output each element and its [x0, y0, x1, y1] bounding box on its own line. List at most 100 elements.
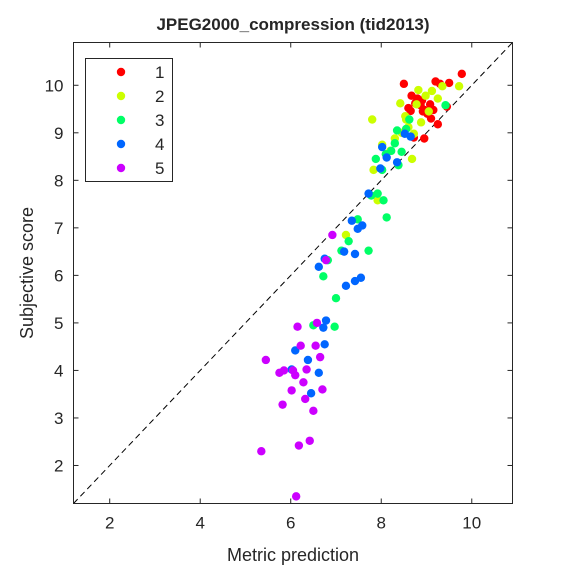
data-point-series-3: [441, 101, 450, 110]
data-point-series-5: [291, 370, 300, 380]
data-point-series-5: [294, 441, 304, 450]
legend-label: 5: [155, 159, 164, 178]
legend-marker: [116, 91, 126, 101]
legend-label: 4: [155, 135, 164, 154]
data-points-layer: [257, 69, 467, 501]
data-point-series-1: [399, 79, 409, 89]
reference-line-layer: [73, 42, 513, 504]
data-point-series-5: [279, 366, 289, 375]
data-point-series-3: [319, 272, 328, 281]
data-point-series-2: [427, 86, 437, 96]
y-axis-label: Subjective score: [17, 207, 37, 339]
legend-marker: [116, 139, 126, 149]
data-point-series-4: [319, 323, 328, 332]
data-point-series-5: [257, 447, 266, 456]
legend-item-4: 4: [116, 135, 164, 154]
data-point-series-5: [311, 341, 320, 350]
series-3: [309, 101, 450, 331]
data-point-series-4: [341, 281, 351, 291]
data-point-series-2: [407, 154, 417, 164]
y-tick-label: 9: [54, 124, 63, 143]
data-point-series-5: [312, 318, 322, 328]
data-point-series-4: [347, 216, 357, 225]
x-tick-label: 6: [286, 514, 295, 533]
data-point-series-5: [296, 341, 305, 350]
data-point-series-2: [416, 118, 426, 127]
plot-frame: [73, 42, 513, 504]
x-tick-label: 2: [105, 514, 114, 533]
data-point-series-1: [420, 134, 429, 143]
data-point-series-3: [382, 213, 391, 222]
data-point-series-3: [397, 147, 406, 157]
data-point-series-5: [293, 322, 302, 331]
data-point-series-3: [331, 293, 341, 303]
data-point-series-4: [339, 247, 349, 256]
data-point-series-3: [330, 322, 339, 331]
data-point-series-3: [379, 196, 388, 205]
data-point-series-3: [373, 189, 382, 198]
legend-items: 1 2 3 4 5: [116, 63, 164, 178]
y-tick-label: 8: [54, 171, 63, 190]
data-point-series-5: [291, 492, 301, 501]
data-point-series-3: [405, 115, 414, 124]
data-point-series-2: [368, 115, 377, 124]
legend-label: 1: [155, 63, 164, 82]
y-tick-label: 2: [54, 456, 63, 475]
data-point-series-5: [287, 386, 296, 395]
data-point-series-2: [414, 85, 423, 95]
series-2: [341, 82, 464, 240]
data-point-series-4: [358, 221, 367, 230]
axis-ticks-layer: 2 4 6 8 10 2 3 4 5 6 7 8 9 10: [45, 42, 513, 533]
legend: 1 2 3 4 5: [85, 58, 173, 182]
x-tick-label: 4: [195, 514, 204, 533]
data-point-series-5: [321, 255, 331, 265]
data-point-series-4: [392, 158, 402, 167]
data-point-series-5: [318, 385, 327, 394]
data-point-series-2: [369, 165, 378, 175]
legend-item-2: 2: [116, 87, 164, 106]
data-point-series-1: [444, 78, 454, 88]
data-point-series-1: [433, 120, 443, 129]
legend-label: 2: [155, 87, 164, 106]
data-point-series-1: [404, 103, 413, 113]
legend-label: 3: [155, 111, 164, 130]
data-point-series-3: [390, 139, 400, 148]
data-point-series-2: [412, 100, 421, 109]
data-point-series-4: [321, 316, 331, 325]
data-point-series-5: [261, 355, 271, 365]
data-point-series-4: [364, 189, 373, 198]
data-point-series-1: [426, 114, 436, 123]
y-tick-label: 6: [54, 266, 63, 285]
data-point-series-4: [291, 346, 300, 355]
data-point-series-2: [421, 91, 430, 100]
data-point-series-3: [371, 154, 381, 164]
y-tick-label: 4: [54, 361, 63, 380]
data-point-series-4: [382, 153, 391, 162]
data-point-series-1: [457, 69, 467, 79]
legend-item-1: 1: [116, 63, 164, 82]
data-point-series-4: [376, 164, 385, 173]
data-point-series-2: [396, 99, 405, 108]
data-point-series-4: [377, 142, 387, 152]
data-point-series-2: [438, 82, 447, 91]
data-point-series-4: [314, 262, 323, 272]
data-point-series-4: [303, 355, 313, 365]
legend-box: [85, 58, 173, 182]
legend-marker: [116, 67, 126, 77]
legend-marker: [116, 163, 126, 173]
data-point-series-5: [301, 394, 310, 404]
data-point-series-5: [299, 378, 308, 387]
legend-item-5: 5: [116, 159, 164, 178]
data-point-series-5: [309, 406, 318, 416]
data-point-series-5: [305, 436, 314, 445]
y-tick-label: 10: [45, 76, 64, 95]
x-axis-label: Metric prediction: [227, 545, 359, 565]
legend-marker: [116, 115, 126, 125]
data-point-series-4: [356, 273, 366, 282]
data-point-series-5: [315, 352, 325, 362]
data-point-series-2: [424, 107, 433, 116]
reference-diagonal-line: [73, 42, 513, 504]
y-tick-label: 3: [54, 409, 63, 428]
data-point-series-4: [306, 389, 316, 398]
